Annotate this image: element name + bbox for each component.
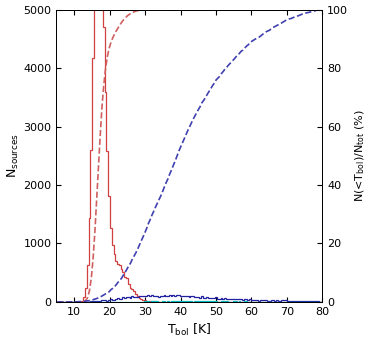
- Y-axis label: N$_{\rm sources}$: N$_{\rm sources}$: [6, 133, 21, 178]
- X-axis label: T$_{\rm bol}$ [K]: T$_{\rm bol}$ [K]: [167, 322, 211, 338]
- Y-axis label: N(<T$_{\rm bol}$)/N$_{\rm tot}$ (%): N(<T$_{\rm bol}$)/N$_{\rm tot}$ (%): [354, 109, 367, 202]
